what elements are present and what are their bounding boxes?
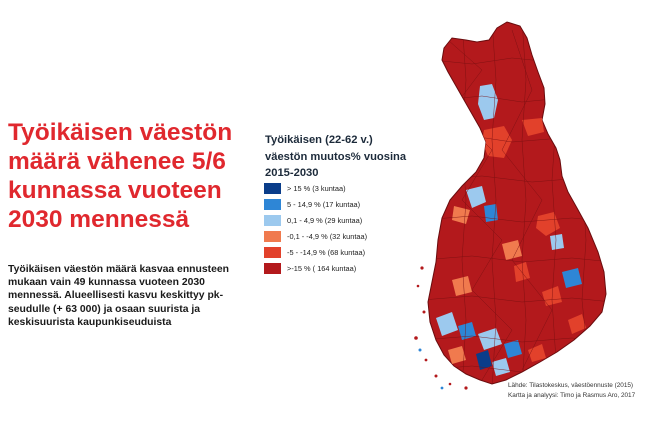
- municipality-patch: [452, 276, 472, 296]
- legend-item: > 15 % (3 kuntaa): [264, 180, 367, 196]
- body-line-5: keskisuurista kaupunkiseuduista: [8, 316, 172, 328]
- legend-label: 5 - 14,9 % (17 kuntaa): [287, 199, 361, 209]
- legend-title-line-3: 2015-2030: [265, 167, 319, 179]
- municipality-patches: [436, 84, 586, 376]
- body-line-4: seudulle (+ 63 000) ja osaan suurista ja: [8, 303, 201, 315]
- municipality-patch: [568, 314, 586, 334]
- map-legend: > 15 % (3 kuntaa) 5 - 14,9 % (17 kuntaa)…: [264, 180, 367, 276]
- legend-swatch: [264, 182, 281, 194]
- municipality-patch: [476, 350, 492, 370]
- municipality-patch: [504, 340, 522, 358]
- legend-item: -0,1 - -4,9 % (32 kuntaa): [264, 228, 367, 244]
- source-line-2: Kartta ja analyysi: Timo ja Rasmus Aro, …: [508, 391, 636, 399]
- body-line-2: mukaan vain 49 kunnassa vuoteen 2030: [8, 277, 205, 289]
- legend-swatch: [264, 262, 281, 274]
- municipality-patch: [478, 328, 502, 350]
- municipality-patch: [458, 322, 476, 340]
- legend-swatch: [264, 246, 281, 258]
- legend-title: Työikäisen (22-62 v.) väestön muutos% vu…: [265, 132, 455, 182]
- legend-item: >-15 % ( 164 kuntaa): [264, 260, 367, 276]
- source-line-1: Lähde: Tilastokeskus, väestöennuste (201…: [508, 382, 634, 389]
- body-paragraph: Työikäisen väestön määrä kasvaa ennustee…: [8, 263, 268, 329]
- headline-line-4: 2030 mennessä: [8, 206, 190, 233]
- municipality-patch: [484, 204, 498, 222]
- municipality-patch: [536, 212, 560, 236]
- municipality-patch: [502, 240, 522, 260]
- municipality-patch: [482, 126, 512, 158]
- body-line-3: mennessä. Alueellisesti kasvu keskittyy …: [8, 290, 224, 302]
- legend-swatch: [264, 214, 281, 226]
- legend-item: 5 - 14,9 % (17 kuntaa): [264, 196, 367, 212]
- legend-label: -0,1 - -4,9 % (32 kuntaa): [287, 231, 368, 241]
- legend-item: -5 - -14,9 % (68 kuntaa): [264, 244, 367, 260]
- headline-line-3: kunnassa vuoteen: [8, 177, 222, 204]
- municipality-patch: [514, 262, 530, 282]
- municipality-patch: [550, 234, 564, 250]
- municipality-patch: [448, 346, 466, 364]
- finland-municipality-map: [414, 21, 607, 390]
- municipality-patch: [562, 268, 582, 288]
- municipality-patch: [466, 186, 486, 208]
- municipality-patch: [542, 286, 562, 306]
- municipality-patch: [492, 358, 510, 376]
- legend-label: >-15 % ( 164 kuntaa): [287, 263, 357, 273]
- headline-line-1: Työikäisen väestön: [8, 119, 233, 146]
- legend-title-line-1: Työikäisen (22-62 v.): [265, 134, 373, 146]
- archipelago-islands: [414, 266, 468, 390]
- municipality-patch: [436, 312, 458, 336]
- legend-label: 0,1 - 4,9 % (29 kuntaa): [287, 215, 363, 225]
- legend-swatch: [264, 230, 281, 242]
- legend-swatch: [264, 198, 281, 210]
- legend-label: -5 - -14,9 % (68 kuntaa): [287, 247, 366, 257]
- headline-line-2: määrä vähenee 5/6: [8, 148, 226, 175]
- municipality-patch: [522, 118, 544, 136]
- slide-headline: Työikäisen väestön määrä vähenee 5/6 kun…: [8, 118, 253, 234]
- archipelago-islands-blue: [418, 348, 444, 390]
- legend-label: > 15 % (3 kuntaa): [287, 183, 346, 193]
- municipality-patch: [478, 84, 498, 120]
- source-note: Lähde: Tilastokeskus, väestöennuste (201…: [508, 381, 650, 400]
- legend-title-line-2: väestön muutos% vuosina: [265, 150, 407, 163]
- body-line-1: Työikäisen väestön määrä kasvaa ennustee…: [8, 264, 230, 275]
- legend-item: 0,1 - 4,9 % (29 kuntaa): [264, 212, 367, 228]
